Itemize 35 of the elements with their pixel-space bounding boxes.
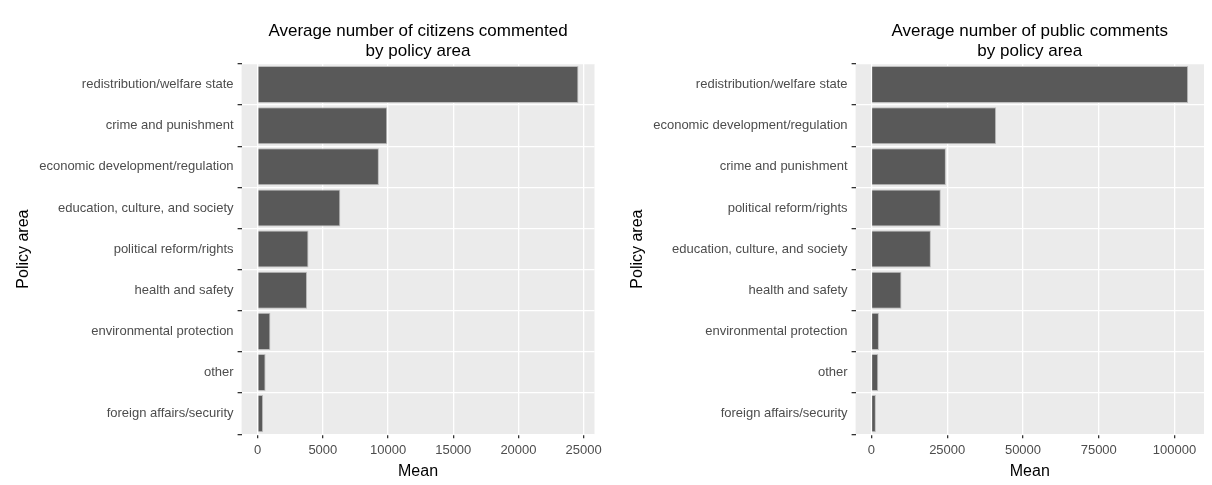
y-tick-label: crime and punishment <box>105 117 234 133</box>
y-tick-label: redistribution/welfare state <box>695 76 848 92</box>
x-tick-label: 0 <box>867 441 876 457</box>
y-tick-label: economic development/regulation <box>653 117 848 133</box>
y-tick-label: environmental protection <box>705 322 848 338</box>
x-tick-label: 75000 <box>1080 441 1117 457</box>
y-tick-label: political reform/rights <box>727 199 849 215</box>
y-tick-label: health and safety <box>748 281 849 297</box>
x-tick-label: 50000 <box>1004 441 1042 457</box>
y-axis-title: Policy area <box>14 209 32 289</box>
x-tick-label: 15000 <box>435 441 472 457</box>
y-tick-label: education, culture, and society <box>671 240 849 256</box>
x-tick-label: 10000 <box>369 441 407 457</box>
x-tick-label: 25000 <box>929 441 966 457</box>
y-axis-title: Policy area <box>628 209 646 289</box>
chart-title: Average number of citizens commented by policy area <box>268 21 568 60</box>
y-tick-label: health and safety <box>134 281 235 297</box>
x-tick-label: 5000 <box>308 441 338 457</box>
x-tick-label: 100000 <box>1152 441 1197 457</box>
y-tick-label: education, culture, and society <box>57 199 235 215</box>
x-tick-label: 25000 <box>565 441 602 457</box>
x-axis-title: Mean <box>398 461 439 479</box>
x-tick-label: 20000 <box>500 441 537 457</box>
x-tick-label: 0 <box>254 441 262 457</box>
y-tick-label: foreign affairs/security <box>720 405 849 421</box>
y-tick-label: other <box>817 364 849 380</box>
y-tick-label: political reform/rights <box>113 240 235 256</box>
x-axis-title: Mean <box>1009 461 1050 479</box>
y-tick-label: economic development/regulation <box>39 158 234 174</box>
chart-title: Average number of public comments by policy area <box>891 21 1169 60</box>
y-tick-label: other <box>203 364 235 380</box>
y-tick-label: foreign affairs/security <box>106 405 235 421</box>
y-tick-label: crime and punishment <box>719 158 848 174</box>
y-tick-label: environmental protection <box>91 322 234 338</box>
y-tick-label: redistribution/welfare state <box>81 76 234 92</box>
